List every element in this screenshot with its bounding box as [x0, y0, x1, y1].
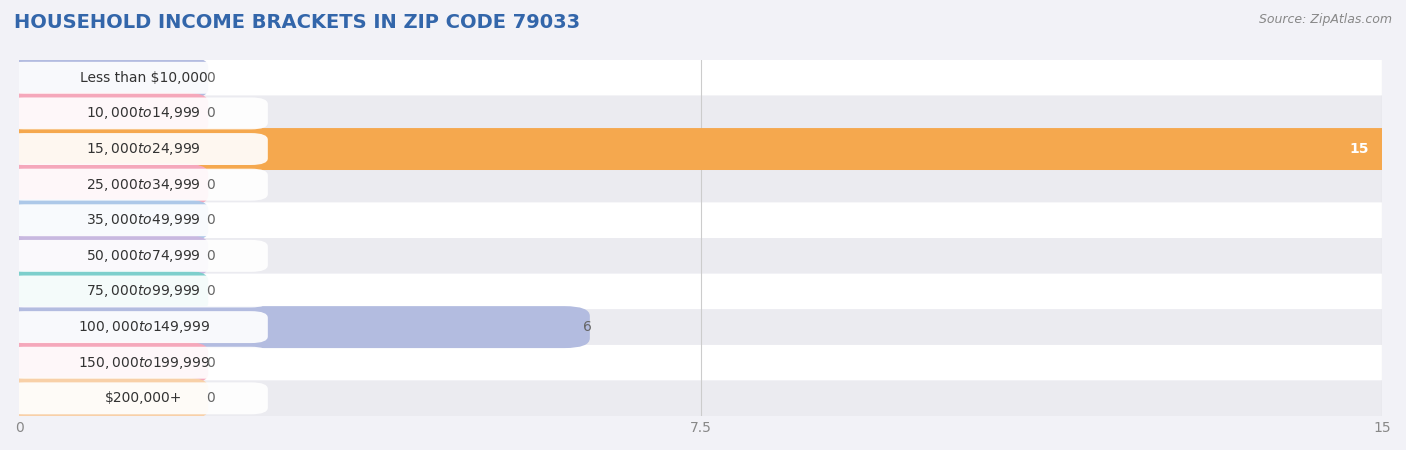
Text: 0: 0 [205, 356, 214, 370]
FancyBboxPatch shape [0, 199, 208, 241]
Text: 0: 0 [205, 249, 214, 263]
Text: 0: 0 [205, 392, 214, 405]
Text: 0: 0 [205, 106, 214, 121]
Text: $10,000 to $14,999: $10,000 to $14,999 [86, 105, 201, 122]
Text: 6: 6 [582, 320, 592, 334]
Text: 15: 15 [1350, 142, 1368, 156]
Text: $15,000 to $24,999: $15,000 to $24,999 [86, 141, 201, 157]
Text: HOUSEHOLD INCOME BRACKETS IN ZIP CODE 79033: HOUSEHOLD INCOME BRACKETS IN ZIP CODE 79… [14, 14, 581, 32]
Text: Source: ZipAtlas.com: Source: ZipAtlas.com [1258, 14, 1392, 27]
FancyBboxPatch shape [0, 128, 1406, 170]
FancyBboxPatch shape [0, 57, 208, 99]
FancyBboxPatch shape [7, 204, 267, 236]
FancyBboxPatch shape [0, 164, 208, 206]
FancyBboxPatch shape [20, 274, 1382, 309]
FancyBboxPatch shape [7, 169, 267, 201]
FancyBboxPatch shape [20, 167, 1382, 202]
Text: $75,000 to $99,999: $75,000 to $99,999 [86, 284, 201, 300]
FancyBboxPatch shape [0, 92, 208, 135]
FancyBboxPatch shape [7, 275, 267, 307]
FancyBboxPatch shape [7, 62, 267, 94]
Text: $35,000 to $49,999: $35,000 to $49,999 [86, 212, 201, 228]
FancyBboxPatch shape [20, 381, 1382, 416]
FancyBboxPatch shape [0, 342, 208, 384]
FancyBboxPatch shape [20, 345, 1382, 381]
FancyBboxPatch shape [0, 306, 591, 348]
Text: 0: 0 [205, 71, 214, 85]
Text: $200,000+: $200,000+ [105, 392, 183, 405]
Text: 0: 0 [205, 284, 214, 298]
FancyBboxPatch shape [7, 382, 267, 414]
FancyBboxPatch shape [20, 95, 1382, 131]
Text: $100,000 to $149,999: $100,000 to $149,999 [77, 319, 209, 335]
FancyBboxPatch shape [20, 131, 1382, 167]
Text: 0: 0 [205, 178, 214, 192]
FancyBboxPatch shape [0, 270, 208, 312]
FancyBboxPatch shape [20, 202, 1382, 238]
FancyBboxPatch shape [0, 378, 208, 419]
Text: 0: 0 [205, 213, 214, 227]
Text: $50,000 to $74,999: $50,000 to $74,999 [86, 248, 201, 264]
FancyBboxPatch shape [20, 309, 1382, 345]
FancyBboxPatch shape [7, 98, 267, 129]
Text: $25,000 to $34,999: $25,000 to $34,999 [86, 177, 201, 193]
FancyBboxPatch shape [7, 240, 267, 272]
FancyBboxPatch shape [20, 238, 1382, 274]
FancyBboxPatch shape [20, 60, 1382, 95]
FancyBboxPatch shape [7, 311, 267, 343]
FancyBboxPatch shape [0, 235, 208, 277]
FancyBboxPatch shape [7, 347, 267, 378]
Text: Less than $10,000: Less than $10,000 [80, 71, 208, 85]
FancyBboxPatch shape [7, 133, 267, 165]
Text: $150,000 to $199,999: $150,000 to $199,999 [77, 355, 209, 371]
